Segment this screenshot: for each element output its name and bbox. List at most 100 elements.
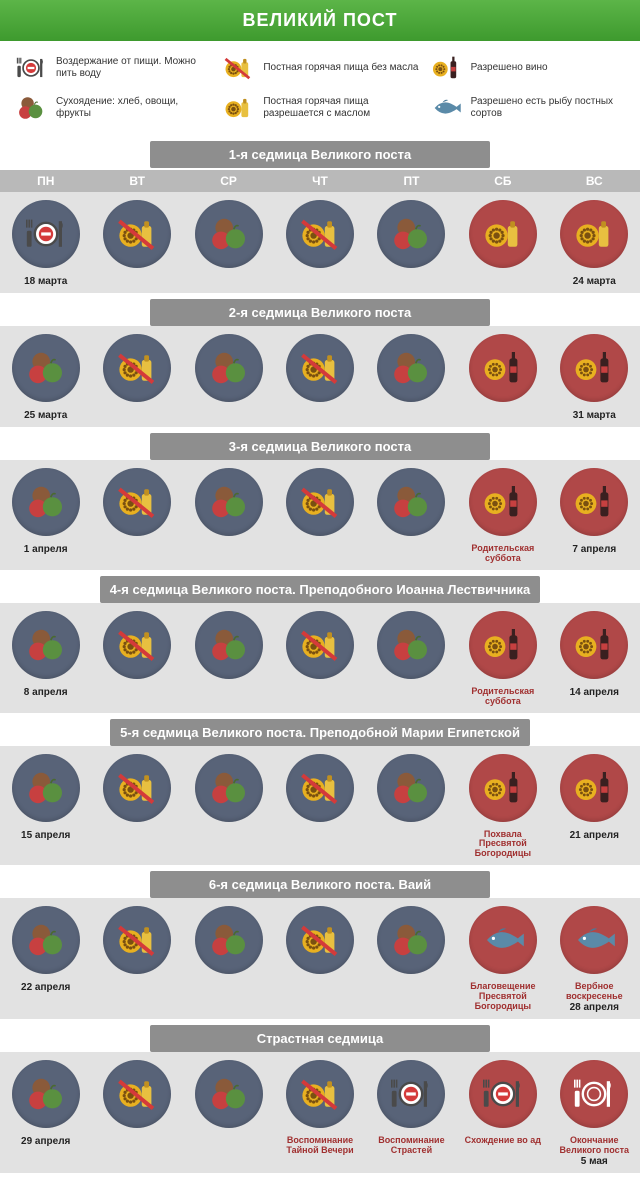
week-title: 1-я седмица Великого поста <box>150 141 490 168</box>
legend-item: Сухоядение: хлеб, овощи, фрукты <box>14 91 211 125</box>
day-circle <box>286 1060 354 1128</box>
day-note: Похвала Пресвятой Богородицы <box>457 830 548 860</box>
day-circle <box>560 334 628 402</box>
day-cell <box>91 611 182 679</box>
day-date: 24 марта <box>549 276 640 287</box>
day-circle <box>469 334 537 402</box>
legend: Воздержание от пищи. Можно пить воду Пос… <box>0 41 640 135</box>
day-circle <box>286 200 354 268</box>
week: 3-я седмица Великого поста <box>0 433 640 570</box>
day-row <box>0 192 640 276</box>
day-circle <box>286 611 354 679</box>
day-cell <box>91 1060 182 1128</box>
day-date: 1 апреля <box>0 544 91 555</box>
day-circle <box>377 754 445 822</box>
day-circle <box>286 334 354 402</box>
day-circle <box>12 754 80 822</box>
wine-icon <box>429 51 463 85</box>
day-circle <box>12 468 80 536</box>
day-circle <box>12 1060 80 1128</box>
day-circle <box>469 611 537 679</box>
fasting-icon <box>14 51 48 85</box>
week: 5-я седмица Великого поста. Преподобной … <box>0 719 640 866</box>
day-circle <box>377 611 445 679</box>
day-name: ВС <box>549 174 640 188</box>
day-cell <box>183 334 274 402</box>
page-title: ВЕЛИКИЙ ПОСТ <box>0 0 640 41</box>
day-note: Благовещение Пресвятой Богородицы <box>457 982 548 1012</box>
legend-item: Постная горячая пища разрешается с масло… <box>221 91 418 125</box>
day-cell <box>274 468 365 536</box>
day-date: 15 апреля <box>0 830 91 841</box>
day-date: 18 марта <box>0 276 91 287</box>
day-cell <box>457 200 548 268</box>
legend-label: Постная горячая пища разрешается с масло… <box>263 96 418 120</box>
label-row: 1 апреляРодительская суббота7 апреля <box>0 544 640 570</box>
day-circle <box>103 200 171 268</box>
day-note: Родительская суббота <box>457 687 548 707</box>
week-title: 3-я седмица Великого поста <box>150 433 490 460</box>
legend-label: Разрешено вино <box>471 62 548 74</box>
label-row: 25 марта31 марта <box>0 410 640 427</box>
day-circle <box>560 468 628 536</box>
day-name: ПТ <box>366 174 457 188</box>
day-row <box>0 746 640 830</box>
day-circle <box>195 611 263 679</box>
day-circle <box>103 334 171 402</box>
week: 2-я седмица Великого поста <box>0 299 640 427</box>
day-circle <box>103 468 171 536</box>
day-circle <box>103 754 171 822</box>
day-note: Вербное воскресенье <box>549 982 640 1002</box>
day-name: СБ <box>457 174 548 188</box>
day-cell <box>366 611 457 679</box>
day-cell <box>366 1060 457 1128</box>
day-cell <box>183 611 274 679</box>
day-circle <box>195 906 263 974</box>
day-date: 14 апреля <box>549 687 640 698</box>
day-cell <box>274 200 365 268</box>
day-date: 8 апреля <box>0 687 91 698</box>
day-name: СР <box>183 174 274 188</box>
day-circle <box>103 1060 171 1128</box>
day-cell <box>366 754 457 822</box>
day-cell <box>91 754 182 822</box>
day-circle <box>12 200 80 268</box>
day-cell <box>0 200 91 268</box>
fish-icon <box>429 91 463 125</box>
day-circle <box>469 906 537 974</box>
day-note: Воспоминание Тайной Вечери <box>274 1136 365 1156</box>
day-cell <box>91 468 182 536</box>
day-circle <box>469 468 537 536</box>
day-row <box>0 326 640 410</box>
week-title: 6-я седмица Великого поста. Ваий <box>150 871 490 898</box>
day-circle <box>103 611 171 679</box>
week: 4-я седмица Великого поста. Преподобного… <box>0 576 640 713</box>
day-date: 22 апреля <box>0 982 91 993</box>
day-cell <box>549 200 640 268</box>
legend-item: Разрешено есть рыбу постных сортов <box>429 91 626 125</box>
day-circle <box>469 200 537 268</box>
day-circle <box>286 906 354 974</box>
day-date: 25 марта <box>0 410 91 421</box>
label-row: 22 апреля Благовещение Пресвятой Богороди… <box>0 982 640 1019</box>
week-title: 4-я седмица Великого поста. Преподобного… <box>100 576 541 603</box>
day-note: Родительская суббота <box>457 544 548 564</box>
day-row <box>0 460 640 544</box>
day-cell <box>274 334 365 402</box>
weeks-container: 1-я седмица Великого постаПНВТСРЧТПТСБВС <box>0 141 640 1183</box>
week: Страстная седмица <box>0 1025 640 1173</box>
day-circle <box>469 754 537 822</box>
day-cell <box>549 754 640 822</box>
day-circle <box>560 611 628 679</box>
day-circle <box>195 200 263 268</box>
day-circle <box>560 200 628 268</box>
legend-label: Постная горячая пища без масла <box>263 62 418 74</box>
day-cell <box>91 334 182 402</box>
day-date: 28 апреля <box>549 1002 640 1013</box>
day-circle <box>12 906 80 974</box>
day-cell <box>366 468 457 536</box>
hot_oil-icon <box>221 91 255 125</box>
hot_no_oil-icon <box>221 51 255 85</box>
day-circle <box>195 754 263 822</box>
legend-label: Разрешено есть рыбу постных сортов <box>471 96 626 120</box>
